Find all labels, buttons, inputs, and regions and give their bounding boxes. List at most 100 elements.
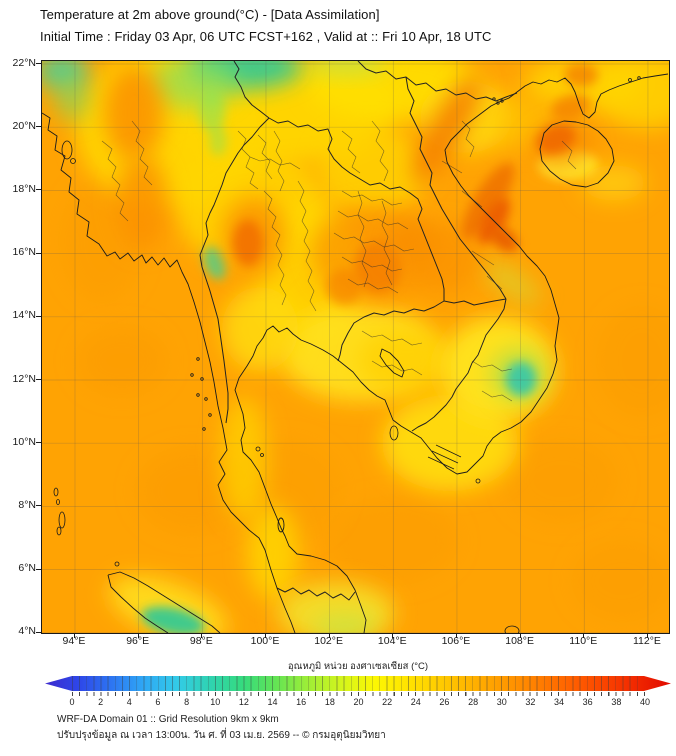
islet-halong-3 [500,99,504,103]
lat-tick-mark [36,379,41,380]
border-cambodia-vietnam [411,298,507,432]
heat-blob [199,89,225,133]
heat-blob [203,246,227,280]
lat-tick-label: 8°N [18,498,36,511]
lat-tick-label: 16°N [12,246,36,259]
lon-tick-mark [392,633,394,638]
border-myanmar-thailand [199,117,270,424]
colorbar-tick-label: 28 [468,697,479,707]
mekong-delta-channels [427,444,462,470]
border-thailand-laos [268,117,445,301]
colorbar-tick-label: 18 [324,697,335,707]
lon-tick-label: 106°E [441,635,471,647]
heat-blob [313,615,377,633]
heat-blob [483,261,541,305]
colorbar-tick-label: 0 [69,697,75,707]
heat-blob [507,439,617,523]
colorbar-tick-label: 12 [238,697,249,707]
island-con-son [475,478,481,484]
island-nicobar-2 [56,526,62,536]
lat-tick-label: 18°N [12,182,36,195]
lat-tick-label: 6°N [18,562,36,575]
island-phu-quoc [389,425,399,441]
coastline-gulf-vietnam-china [234,73,669,633]
colorbar-cell-lines [72,676,644,691]
lon-tick-label: 100°E [250,635,280,647]
colorbar-title: อุณหภูมิ หน่วย องศาเซลเซียส (°C) [287,661,429,672]
island-natuna [504,625,520,633]
colorbar-tick-label: 36 [582,697,593,707]
lat-tick-label: 20°N [12,119,36,132]
footer-update-info: ปรับปรุงข้อมูล ณ เวลา 13:00น. วัน ศ. ที่… [57,730,386,741]
lake-songkhla [277,517,285,533]
lon-tick-label: 98°E [189,635,213,647]
heat-blob [536,124,576,154]
page-title: Temperature at 2m above ground(°C) - [Da… [40,7,380,22]
heat-blob [490,226,518,252]
coastline-myanmar-peninsula-west [42,112,296,633]
colorbar-tick-label: 30 [496,697,507,707]
border-thailand-cambodia [337,300,445,362]
lat-tick-mark [36,126,41,128]
temperature-map [42,61,669,633]
heat-blob [233,220,263,266]
heat-blob [209,126,227,156]
colorbar-tick-label: 14 [267,697,278,707]
colorbar-tick-label: 2 [98,697,104,707]
lat-tick-mark [36,568,41,570]
colorbar-tick-label: 34 [554,697,565,707]
colorbar-tick-label: 32 [525,697,536,707]
lat-lon-gridlines [42,61,669,633]
colorbar-gradient [45,676,671,691]
heat-blob [596,61,669,129]
colorbar-tick-label: 40 [639,697,651,707]
border-cambodia-laos [443,298,507,306]
coastline-hainan [539,120,615,188]
island-mergui-5 [208,413,212,417]
island-andaman-2 [56,499,60,505]
colorbar-tick-label: 10 [210,697,221,707]
heat-blob [327,499,457,583]
lon-tick-mark [201,633,203,638]
coastline-sumatra-east [107,571,221,633]
colorbar-tick-label: 24 [410,697,421,707]
colorbar-tick-label: 16 [296,697,307,707]
heat-blob [77,327,167,395]
island-andaman-1 [53,487,59,497]
colorbar-tick-label: 6 [155,697,161,707]
lat-tick-mark [36,442,41,444]
lon-tick-label: 108°E [505,635,534,647]
island-cheduba [70,158,76,164]
heat-blob [326,269,362,305]
heat-blob [220,397,268,521]
islet-china-1 [628,78,632,82]
heat-blob [564,63,598,87]
heat-blob [412,74,482,184]
island-mergui-2 [200,377,204,381]
colorbar-tick-label: 4 [126,697,132,707]
island-mergui-3 [204,397,208,401]
colorbar-minor-ticks [72,692,645,696]
heat-blob [247,505,299,601]
lon-tick-label: 96°E [126,635,150,647]
lat-tick-label: 10°N [12,435,36,448]
lon-tick-label: 102°E [314,635,343,647]
temperature-colorbar [45,676,671,691]
lon-tick-label: 110°E [569,635,598,647]
heat-blob [461,162,515,240]
heat-blob [506,362,536,396]
lake-tonle-sap [379,348,405,378]
island-nicobar-1 [58,511,66,529]
island-mergui-4 [196,393,200,397]
heat-blob [359,329,455,393]
heat-blob [317,126,427,216]
islet-china-2 [637,76,641,80]
map-panel [41,60,670,634]
lon-tick-mark [646,633,648,638]
islands [53,76,641,633]
heat-blob [116,155,168,251]
heat-blob [137,449,247,533]
lon-tick-mark [519,633,521,638]
island-phangan [260,453,264,457]
